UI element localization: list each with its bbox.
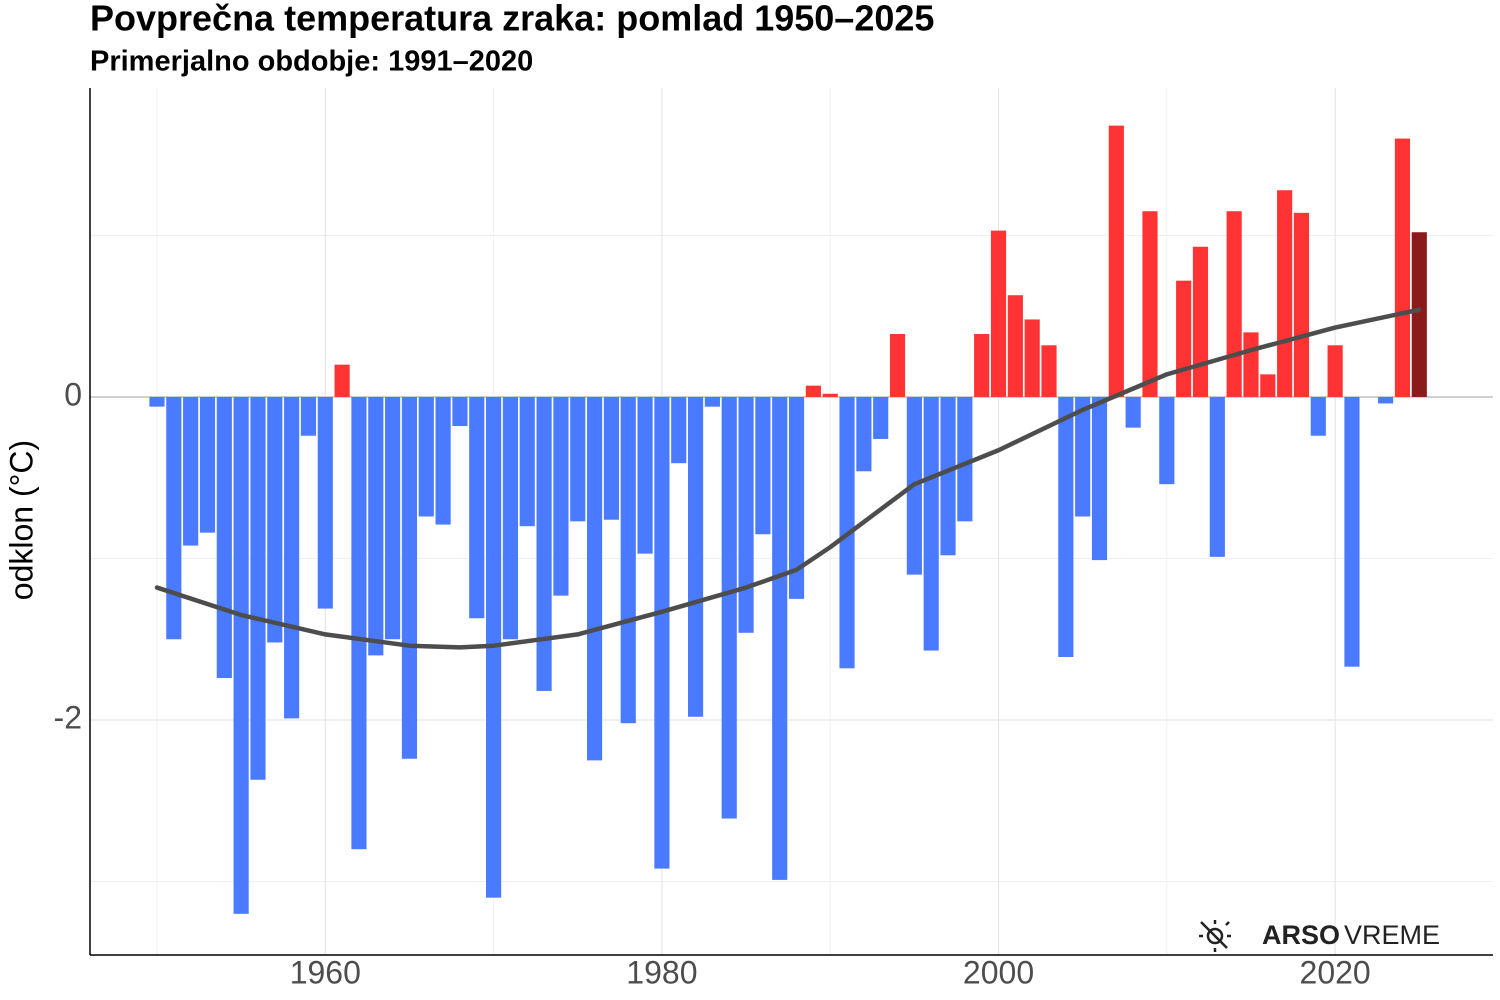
bar bbox=[1159, 396, 1175, 485]
chart-subtitle: Primerjalno obdobje: 1991–2020 bbox=[90, 46, 533, 78]
bar bbox=[1378, 396, 1394, 404]
bar bbox=[704, 396, 720, 407]
y-tick-label: 0 bbox=[64, 376, 82, 412]
bar bbox=[1411, 232, 1427, 397]
bar bbox=[889, 333, 906, 397]
bar bbox=[250, 396, 266, 780]
bar bbox=[317, 396, 333, 609]
bar bbox=[502, 396, 519, 640]
bar bbox=[1310, 396, 1326, 436]
bar bbox=[1176, 280, 1192, 397]
bar bbox=[536, 396, 552, 691]
bar bbox=[1394, 138, 1411, 397]
bar bbox=[351, 396, 367, 850]
bar bbox=[856, 396, 872, 472]
bar bbox=[788, 396, 805, 599]
bar bbox=[368, 396, 384, 656]
bar bbox=[721, 396, 737, 819]
bar bbox=[1293, 212, 1310, 397]
logo-bold: ARSO bbox=[1262, 920, 1340, 950]
bar bbox=[1091, 396, 1108, 561]
bar bbox=[284, 396, 300, 719]
bar bbox=[940, 396, 956, 556]
bar bbox=[267, 396, 283, 643]
bar bbox=[772, 396, 788, 880]
bar bbox=[873, 396, 889, 439]
bar bbox=[1108, 125, 1124, 397]
logo-icon bbox=[1199, 920, 1231, 952]
bar bbox=[805, 385, 821, 397]
bar bbox=[216, 396, 232, 679]
bar bbox=[385, 396, 401, 640]
bar bbox=[149, 396, 165, 407]
logo-text: VREME bbox=[1344, 920, 1440, 950]
bar bbox=[974, 333, 990, 397]
bar bbox=[738, 396, 754, 633]
bar bbox=[620, 396, 636, 724]
bar bbox=[587, 396, 603, 761]
y-tick-label: -2 bbox=[54, 699, 82, 735]
bar bbox=[1209, 396, 1225, 557]
bar bbox=[957, 396, 973, 522]
bar bbox=[183, 396, 199, 546]
bar bbox=[637, 396, 653, 554]
bar bbox=[1075, 396, 1091, 517]
bar bbox=[603, 396, 619, 520]
bar bbox=[1007, 295, 1023, 397]
bar bbox=[435, 396, 451, 525]
x-tick-label: 2000 bbox=[963, 954, 1034, 990]
bar bbox=[452, 396, 468, 427]
bar bbox=[671, 396, 687, 464]
bar bbox=[923, 396, 939, 651]
x-tick-label: 2020 bbox=[1300, 954, 1371, 990]
bar bbox=[334, 364, 350, 397]
bar bbox=[570, 396, 586, 522]
logo: ARSO VREME bbox=[1262, 920, 1440, 950]
bar bbox=[1260, 374, 1276, 397]
trend-line bbox=[154, 307, 1422, 650]
bar bbox=[1226, 211, 1242, 397]
bar bbox=[233, 396, 249, 914]
bar bbox=[519, 396, 535, 527]
bar bbox=[1344, 396, 1360, 667]
bar bbox=[822, 393, 838, 397]
bar bbox=[1327, 345, 1343, 397]
chart-title: Povprečna temperatura zraka: pomlad 1950… bbox=[90, 0, 934, 39]
bar bbox=[553, 396, 569, 596]
x-tick-label: 1960 bbox=[290, 954, 361, 990]
bar bbox=[401, 396, 418, 759]
bar bbox=[1142, 211, 1158, 397]
bar bbox=[1041, 345, 1057, 397]
bar bbox=[166, 396, 182, 640]
bar bbox=[755, 396, 771, 535]
bar bbox=[1058, 396, 1074, 658]
foreground: 1960 1980 2000 2020 -2 0 bbox=[54, 88, 1493, 990]
bar bbox=[1024, 319, 1040, 397]
bar bbox=[300, 396, 317, 436]
bar bbox=[1243, 332, 1259, 397]
bar bbox=[418, 396, 434, 517]
bar bbox=[469, 396, 485, 619]
bar bbox=[1192, 246, 1209, 397]
bar bbox=[687, 396, 704, 717]
bar bbox=[199, 396, 216, 533]
bar bbox=[654, 396, 670, 869]
x-tick-label: 1980 bbox=[626, 954, 697, 990]
bar bbox=[990, 230, 1007, 397]
bar bbox=[1125, 396, 1141, 428]
bars bbox=[149, 125, 1427, 914]
y-axis-label: odklon (°C) bbox=[3, 440, 39, 600]
bar bbox=[1277, 190, 1293, 397]
